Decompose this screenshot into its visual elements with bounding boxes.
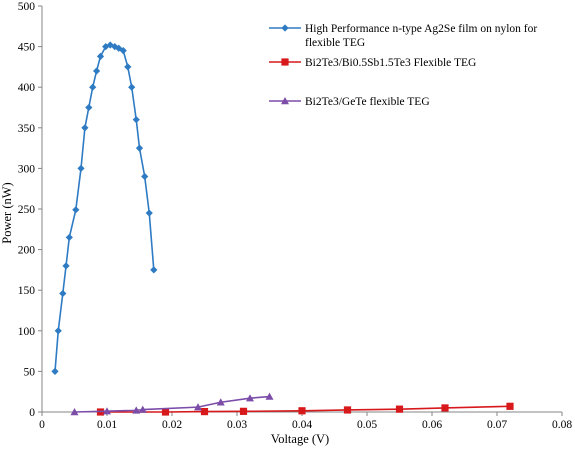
data-point-square <box>395 405 404 413</box>
data-point-triangle <box>216 398 225 406</box>
data-point-triangle <box>138 405 147 413</box>
data-point-square <box>441 404 449 412</box>
data-point-diamond <box>59 289 67 298</box>
y-tick-label: 300 <box>18 163 36 175</box>
x-tick-label: 0.05 <box>357 419 377 431</box>
data-point-diamond <box>141 172 149 181</box>
data-point-diamond <box>128 83 136 91</box>
data-point-diamond <box>89 83 97 91</box>
data-point-triangle <box>103 407 111 415</box>
y-axis-title: Power (nW) <box>0 182 14 243</box>
legend: High Performance n-type Ag2Se film on ny… <box>269 23 537 108</box>
legend-entry-3: Bi2Te3/GeTe flexible TEG <box>269 96 430 108</box>
legend-label: Bi2Te3/GeTe flexible TEG <box>305 96 430 108</box>
data-point-triangle <box>265 392 274 400</box>
data-point-square <box>200 407 209 416</box>
data-point-diamond <box>72 206 80 214</box>
series-3 <box>70 392 274 416</box>
data-point-diamond <box>115 44 123 52</box>
data-point-diamond <box>96 52 105 60</box>
y-tick-label: 400 <box>18 82 36 94</box>
data-point-diamond <box>135 144 144 152</box>
y-tick-label: 350 <box>18 123 36 135</box>
y-tick-label: 500 <box>18 1 36 13</box>
legend-entry-1: High Performance n-type Ag2Se film on ny… <box>269 23 537 49</box>
data-point-square <box>281 58 289 66</box>
data-point-diamond <box>150 266 158 274</box>
data-point-triangle <box>132 406 141 414</box>
legend-label: Bi2Te3/Bi0.5Sb1.5Te3 Flexible TEG <box>305 57 476 69</box>
data-point-diamond <box>93 67 101 75</box>
x-tick-label: 0.02 <box>162 419 182 431</box>
legend-label: High Performance n-type Ag2Se film on ny… <box>305 23 537 35</box>
data-point-diamond <box>281 24 289 32</box>
y-tick-label: 200 <box>18 245 36 257</box>
y-tick-label: 150 <box>18 285 36 297</box>
data-point-diamond <box>106 41 114 49</box>
y-tick-label: 100 <box>18 326 36 338</box>
x-tick-label: 0.03 <box>227 419 247 431</box>
data-point-diamond <box>51 367 59 375</box>
series-line <box>74 395 270 413</box>
x-tick-label: 0 <box>39 419 45 431</box>
x-tick-label: 0.07 <box>487 419 507 431</box>
x-tick-label: 0.08 <box>552 419 572 431</box>
series-layer <box>51 41 514 416</box>
y-tick-label: 0 <box>29 407 35 419</box>
y-tick-label: 50 <box>24 366 36 378</box>
data-point-square <box>298 407 306 415</box>
data-point-diamond <box>124 63 132 71</box>
series-line <box>54 44 155 372</box>
y-tick-label: 450 <box>18 42 36 54</box>
data-point-diamond <box>145 209 153 217</box>
x-tick-label: 0.01 <box>97 419 117 431</box>
x-tick-label: 0.06 <box>422 419 442 431</box>
x-tick-label: 0.04 <box>292 419 312 431</box>
data-point-diamond <box>77 164 85 172</box>
series-2 <box>96 402 514 416</box>
y-tick-label: 250 <box>18 204 36 216</box>
data-point-diamond <box>119 47 127 55</box>
data-point-triangle <box>194 403 202 411</box>
data-point-diamond <box>54 327 62 335</box>
x-axis-title: Voltage (V) <box>271 432 329 446</box>
data-point-diamond <box>65 233 73 242</box>
data-point-triangle <box>70 408 79 416</box>
series-1 <box>51 41 158 375</box>
legend-entry-2: Bi2Te3/Bi0.5Sb1.5Te3 Flexible TEG <box>269 57 476 69</box>
data-point-square <box>239 407 248 415</box>
data-point-triangle <box>246 394 254 402</box>
legend-label: flexible TEG <box>305 37 365 49</box>
data-point-triangle <box>281 97 289 105</box>
data-point-square <box>161 408 170 416</box>
data-point-diamond <box>85 103 93 112</box>
data-point-diamond <box>81 124 89 132</box>
data-point-square <box>343 406 352 414</box>
data-point-diamond <box>62 262 70 270</box>
data-point-diamond <box>132 116 140 124</box>
data-point-square <box>506 402 514 410</box>
axes: 0 50 100 150 200 250 300 350 400 450 500 0 0.01 0.02 0… <box>18 1 573 431</box>
